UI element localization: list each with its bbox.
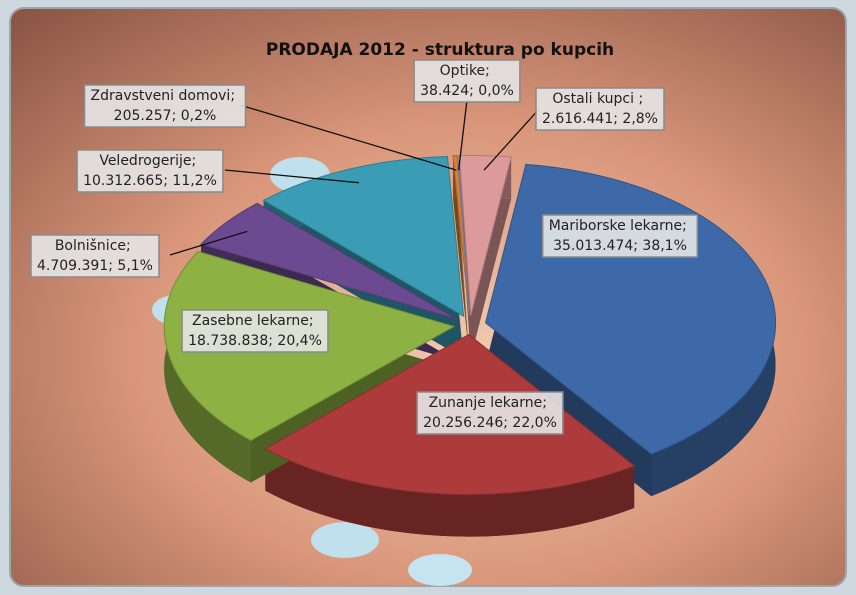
leader-line (483, 107, 541, 171)
label-box (413, 59, 521, 103)
slice (458, 154, 512, 316)
label-box (541, 214, 699, 258)
label-category: Mariborske lekarne (549, 218, 682, 234)
slice-wall (265, 448, 635, 537)
leader-line (458, 99, 468, 171)
leader-line (224, 169, 359, 184)
leader-line (239, 104, 457, 171)
slice-side (457, 197, 470, 358)
slice-wall (164, 251, 251, 483)
label-category: Zunanje lekarne (429, 395, 543, 411)
leader-line (169, 230, 248, 256)
label-value: 2.616.441 (542, 111, 613, 127)
pill (408, 554, 472, 586)
label-name: Zdravstveni domovi; (91, 88, 240, 104)
label-box (83, 84, 247, 128)
label-percent: 0,0% (478, 83, 514, 99)
label-category: Bolnišnice (55, 238, 126, 254)
label-separator: ; (172, 108, 181, 124)
label-separator: ; (191, 153, 200, 169)
label-values: 20.256.246; 22,0% (423, 415, 557, 431)
label-separator: ; (485, 63, 494, 79)
label-value: 4.709.391 (37, 258, 108, 274)
label-separator: ; (126, 238, 135, 254)
data-label: Ostali kupci ; 2.616.441; 2,8% (542, 91, 658, 127)
data-label: Zdravstveni domovi; 205.257; 0,2% (91, 88, 240, 124)
label-name: Ostali kupci ; (552, 91, 647, 107)
label-value: 38.424 (420, 83, 469, 99)
label-box (416, 391, 564, 435)
label-box (30, 234, 160, 278)
label-name: Zasebne lekarne; (192, 313, 318, 329)
label-category: Optike (440, 63, 486, 79)
label-separator: ; (268, 333, 277, 349)
label-values: 2.616.441; 2,8% (542, 111, 658, 127)
label-box (535, 87, 665, 131)
label-percent: 2,8% (622, 111, 658, 127)
label-separator: ; (503, 415, 512, 431)
label-percent: 0,2% (181, 108, 217, 124)
label-separator: ; (638, 91, 647, 107)
label-separator: ; (633, 238, 642, 254)
slice (262, 155, 465, 318)
label-values: 10.312.665; 11,2% (83, 173, 217, 189)
label-values: 18.738.838; 20,4% (188, 333, 322, 349)
label-value: 20.256.246 (423, 415, 503, 431)
slice (456, 155, 470, 316)
data-label: Veledrogerije; 10.312.665; 11,2% (83, 153, 217, 189)
label-name: Veledrogerije; (99, 153, 200, 169)
label-value: 18.738.838 (188, 333, 268, 349)
label-percent: 20,4% (277, 333, 321, 349)
label-box (181, 309, 329, 353)
label-box (76, 149, 224, 193)
label-separator: ; (469, 83, 478, 99)
label-percent: 11,2% (172, 173, 216, 189)
label-separator: ; (230, 88, 239, 104)
label-values: 38.424; 0,0% (420, 83, 514, 99)
label-name: Optike; (440, 63, 495, 79)
label-separator: ; (163, 173, 172, 189)
label-percent: 22,0% (512, 415, 556, 431)
label-category: Zdravstveni domovi (91, 88, 231, 104)
data-label: Zasebne lekarne; 18.738.838; 20,4% (188, 313, 322, 349)
label-percent: 5,1% (117, 258, 153, 274)
label-separator: ; (542, 395, 551, 411)
label-category: Veledrogerije (99, 153, 191, 169)
slice-side (453, 197, 470, 358)
data-label: Bolnišnice; 4.709.391; 5,1% (37, 238, 153, 274)
label-name: Mariborske lekarne; (549, 218, 692, 234)
label-percent: 38,1% (642, 238, 686, 254)
label-separator: ; (108, 258, 117, 274)
label-values: 4.709.391; 5,1% (37, 258, 153, 274)
label-separator: ; (309, 313, 318, 329)
label-category: Zasebne lekarne (192, 313, 309, 329)
pill (311, 522, 379, 558)
label-values: 205.257; 0,2% (114, 108, 217, 124)
label-name: Bolnišnice; (55, 238, 135, 254)
label-category: Ostali kupci (552, 91, 638, 107)
label-value: 10.312.665 (83, 173, 163, 189)
label-values: 35.013.474; 38,1% (553, 238, 687, 254)
chart-title: PRODAJA 2012 - struktura po kupcih (266, 40, 614, 60)
label-value: 35.013.474 (553, 238, 633, 254)
slice (200, 202, 458, 320)
label-separator: ; (613, 111, 622, 127)
label-separator: ; (682, 218, 691, 234)
label-name: Zunanje lekarne; (429, 395, 552, 411)
data-label: Optike; 38.424; 0,0% (420, 63, 514, 99)
data-label: Mariborske lekarne; 35.013.474; 38,1% (549, 218, 692, 254)
label-value: 205.257 (114, 108, 172, 124)
data-label: Zunanje lekarne; 20.256.246; 22,0% (423, 395, 557, 431)
